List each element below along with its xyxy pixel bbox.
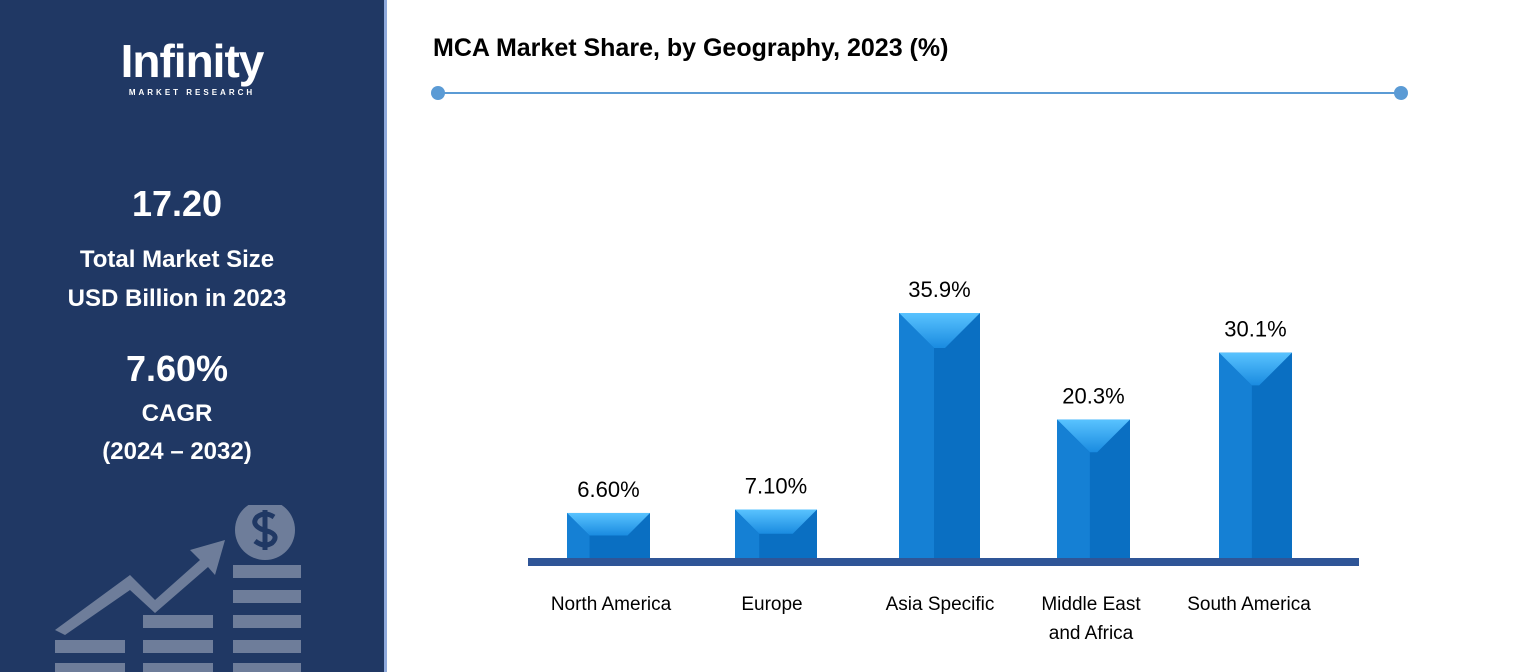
bar-bevel-side bbox=[1219, 352, 1252, 558]
logo: Infinity bbox=[120, 35, 265, 87]
rule-dot-right bbox=[1394, 86, 1408, 100]
rule-dot-left bbox=[431, 86, 445, 100]
chart-title: MCA Market Share, by Geography, 2023 (%) bbox=[433, 34, 949, 62]
logo-tagline: MARKET RESEARCH bbox=[128, 88, 256, 97]
bar-bevel-side bbox=[567, 512, 590, 558]
bar-bevel-side bbox=[899, 313, 934, 558]
market-size-value: 17.20 bbox=[131, 183, 223, 224]
bar-bevel bbox=[1219, 352, 1292, 386]
x-axis-baseline bbox=[528, 558, 1359, 566]
x-tick-label: and Africa bbox=[1049, 623, 1134, 644]
bar-bevel bbox=[1057, 419, 1130, 453]
bar-bevel bbox=[899, 313, 980, 348]
cagr-period: (2024 – 2032) bbox=[102, 438, 252, 465]
x-tick-label: Europe bbox=[741, 594, 802, 615]
bar-bevel-side bbox=[1057, 419, 1090, 558]
data-label: 20.3% bbox=[1062, 383, 1124, 408]
sidebar: Infinity MARKET RESEARCH 17.20 Total Mar… bbox=[0, 0, 387, 672]
x-tick-label: South America bbox=[1187, 594, 1311, 615]
growth-chart-dollar-icon bbox=[55, 505, 301, 672]
cagr-value: 7.60% bbox=[125, 348, 229, 389]
x-tick-label: Asia Specific bbox=[886, 594, 995, 615]
bar-bevel-side bbox=[735, 509, 760, 558]
x-tick-label: Middle East bbox=[1041, 594, 1141, 615]
data-label: 7.10% bbox=[745, 474, 807, 499]
bar-bevel bbox=[735, 509, 817, 534]
market-size-label: Total Market Size bbox=[79, 246, 275, 273]
bar-bevel bbox=[567, 512, 650, 536]
data-label: 30.1% bbox=[1224, 317, 1286, 342]
x-tick-label: North America bbox=[551, 594, 672, 615]
data-label: 6.60% bbox=[577, 477, 639, 502]
data-label: 35.9% bbox=[908, 277, 970, 302]
market-size-unit: USD Billion in 2023 bbox=[67, 285, 287, 312]
cagr-label: CAGR bbox=[141, 400, 213, 427]
